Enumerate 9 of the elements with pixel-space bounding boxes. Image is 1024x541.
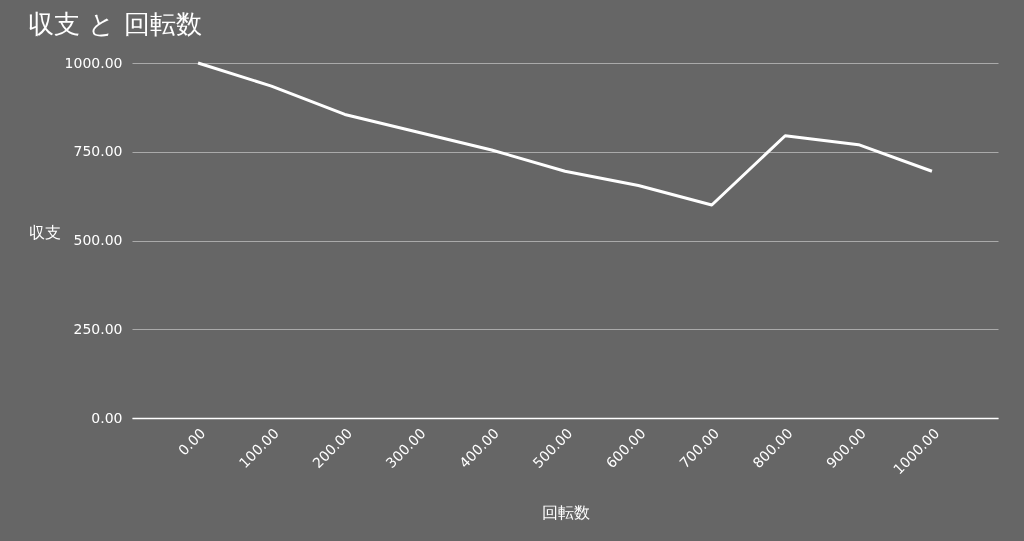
y-tick-label: 1000.00 xyxy=(64,54,123,71)
x-axis-title: 回転数 xyxy=(541,503,590,523)
y-axis-title: 収支 xyxy=(28,223,61,242)
line-series xyxy=(196,61,934,207)
y-tick-label: 250.00 xyxy=(73,320,123,337)
chart-title: 収支 と 回転数 xyxy=(28,9,202,39)
y-tick-label: 500.00 xyxy=(73,232,123,248)
y-tick-label: 750.00 xyxy=(73,143,123,160)
y-tick-label: 0.00 xyxy=(91,409,123,426)
